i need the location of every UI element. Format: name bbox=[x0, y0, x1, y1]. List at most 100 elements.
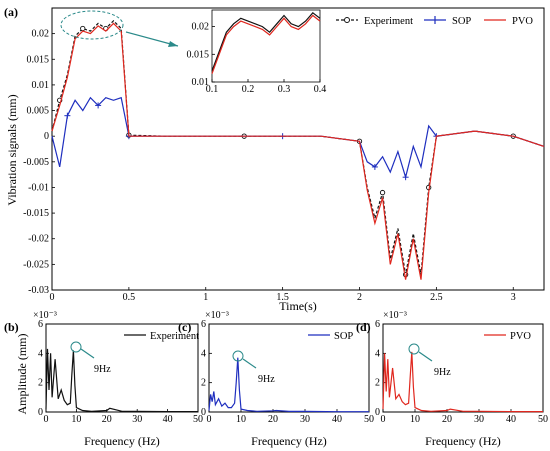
spectrum-d-frame bbox=[382, 323, 544, 413]
spectrum-b-x-tick-label: 40 bbox=[163, 414, 173, 425]
spectrum-b-y-tick-label: 2 bbox=[38, 378, 43, 389]
spectrum-b-y-tick-label: 4 bbox=[38, 348, 43, 359]
legend-sop-label: SOP bbox=[452, 16, 471, 27]
inset-x-tick-label: 0.4 bbox=[314, 84, 327, 95]
panel-label-c: (c) bbox=[178, 320, 191, 334]
main-y-axis-label: Vibration signals (mm) bbox=[5, 94, 19, 205]
spectrum-c-y-tick-label: 0 bbox=[201, 407, 206, 418]
peak-b-arrow bbox=[80, 348, 95, 359]
spectrum-b-x-tick-label: 30 bbox=[132, 414, 142, 425]
spectrum-b-x-tick-label: 0 bbox=[44, 414, 49, 425]
main-y-tick-label: -0.015 bbox=[23, 208, 49, 219]
main-y-tick-label: 0.015 bbox=[27, 54, 50, 65]
spectrum-b-y-tick-label: 6 bbox=[38, 319, 43, 330]
main-y-tick-label: 0.01 bbox=[32, 80, 50, 91]
zoom-arrow-head bbox=[168, 41, 178, 47]
main-x-tick-label: 1.5 bbox=[276, 292, 289, 303]
spectrum-b-frame bbox=[45, 323, 199, 413]
inset-y-tick-label: 0.015 bbox=[187, 49, 210, 60]
main-x-tick-label: 3 bbox=[511, 292, 516, 303]
spectrum-c-x-tick-label: 10 bbox=[236, 414, 246, 425]
main-x-tick-label: 2 bbox=[357, 292, 362, 303]
spectrum-c-x-tick-label: 30 bbox=[300, 414, 310, 425]
spectrum-c-exponent: ×10⁻³ bbox=[205, 310, 229, 321]
main-y-tick-label: 0.02 bbox=[32, 29, 50, 40]
spectrum-d-x-axis-label: Frequency (Hz) bbox=[425, 434, 501, 448]
main-experiment-marker bbox=[80, 25, 86, 32]
spectrum-c-y-tick-label: 6 bbox=[201, 319, 206, 330]
spectrum-b-x-tick-label: 20 bbox=[102, 414, 112, 425]
panel-label-b: (b) bbox=[4, 320, 19, 334]
spectrum-y-axis-label: Amplitude (mm) bbox=[15, 334, 29, 415]
spectrum-d-y-tick-label: 2 bbox=[375, 378, 380, 389]
inset-experiment-line bbox=[211, 11, 321, 72]
main-y-tick-label: -0.03 bbox=[28, 285, 49, 296]
peak-d-circle bbox=[408, 343, 420, 355]
legend-experiment-label: Experiment bbox=[364, 16, 413, 27]
main-vibration-chart: (a) Vibration signals (mm) Time(s) 0 0.5 1… bbox=[4, 5, 545, 313]
spectrum-d-y-tick-label: 4 bbox=[375, 348, 380, 359]
peak-c-label: 9Hz bbox=[258, 374, 275, 385]
main-y-tick-label: 0.005 bbox=[27, 106, 50, 117]
spectrum-c-x-tick-label: 50 bbox=[364, 414, 374, 425]
peak-d-arrow bbox=[418, 351, 433, 362]
spectrum-pvo-chart: (d) ×10⁻³ Frequency (Hz) 0 10 20 30 40 500246… bbox=[356, 310, 548, 448]
panel-label-a: (a) bbox=[4, 5, 18, 19]
inset-y-tick-label: 0.01 bbox=[192, 77, 210, 88]
main-x-tick-label: 2.5 bbox=[430, 292, 443, 303]
spectrum-b-y-tick-label: 0 bbox=[38, 407, 43, 418]
peak-d-label: 9Hz bbox=[434, 367, 451, 378]
inset-chart: 0.1 0.2 0.3 0.4 0.02 0.015 0.01 bbox=[187, 9, 327, 95]
spectrum-b-x-tick-label: 50 bbox=[193, 414, 203, 425]
main-y-tick-label: -0.02 bbox=[28, 234, 49, 245]
spectrum-c-y-tick-label: 2 bbox=[201, 378, 206, 389]
main-y-tick-label: -0.005 bbox=[23, 157, 49, 168]
spectrum-d-y-tick-label: 0 bbox=[375, 407, 380, 418]
peak-c-circle bbox=[232, 350, 244, 362]
main-pvo-line bbox=[51, 22, 545, 280]
inset-x-tick-label: 0.3 bbox=[278, 84, 291, 95]
peak-b-label: 9Hz bbox=[94, 364, 111, 375]
legend-pvo-label: PVO bbox=[512, 16, 533, 27]
main-x-tick-label: 0 bbox=[50, 292, 55, 303]
spectrum-c-x-axis-label: Frequency (Hz) bbox=[251, 434, 327, 448]
main-x-axis-label: Time(s) bbox=[279, 299, 317, 313]
spectrum-d-x-tick-label: 10 bbox=[410, 414, 420, 425]
spectrum-d-x-tick-label: 50 bbox=[538, 414, 548, 425]
main-x-tick-label: 1 bbox=[203, 292, 208, 303]
spectrum-experiment-chart: (b) ×10⁻³ Amplitude (mm) Frequency (Hz) … bbox=[4, 310, 203, 448]
inset-x-tick-label: 0.2 bbox=[242, 84, 255, 95]
spectrum-b-x-axis-label: Frequency (Hz) bbox=[84, 434, 160, 448]
spectrum-sop-chart: (c) ×10⁻³ Frequency (Hz) 0 10 20 30 40 500246… bbox=[178, 310, 374, 448]
spectrum-d-x-tick-label: 40 bbox=[506, 414, 516, 425]
main-y-tick-label: 0 bbox=[44, 131, 49, 142]
peak-b-circle bbox=[70, 341, 82, 353]
peak-c-arrow bbox=[242, 358, 257, 369]
inset-x-tick-label: 0.1 bbox=[206, 84, 219, 95]
spectrum-b-experiment-line bbox=[45, 348, 198, 413]
main-x-tick-label: 0.5 bbox=[123, 292, 136, 303]
spectrum-d-pvo-line bbox=[382, 351, 543, 413]
inset-frame bbox=[211, 9, 321, 83]
legend-b-label: Experiment bbox=[150, 331, 199, 342]
legend-experiment-marker bbox=[344, 17, 350, 23]
inset-pvo-line bbox=[211, 14, 321, 74]
inset-y-tick-label: 0.02 bbox=[192, 22, 210, 33]
legend-d-label: PVO bbox=[510, 331, 531, 342]
spectrum-d-x-tick-label: 0 bbox=[381, 414, 386, 425]
spectrum-c-y-tick-label: 4 bbox=[201, 348, 206, 359]
zoom-region-ellipse bbox=[60, 10, 124, 40]
main-experiment-marker bbox=[379, 189, 386, 196]
main-y-tick-label: -0.025 bbox=[23, 259, 49, 270]
spectrum-d-x-tick-label: 30 bbox=[474, 414, 484, 425]
spectrum-c-x-tick-label: 40 bbox=[332, 414, 342, 425]
spectrum-c-frame bbox=[208, 323, 370, 413]
spectrum-c-x-tick-label: 0 bbox=[207, 414, 212, 425]
main-legend: Experiment SOP PVO bbox=[336, 16, 533, 27]
spectrum-c-x-tick-label: 20 bbox=[268, 414, 278, 425]
spectrum-b-exponent: ×10⁻³ bbox=[33, 310, 57, 321]
main-y-tick-label: -0.01 bbox=[28, 182, 49, 193]
spectrum-b-x-tick-label: 10 bbox=[71, 414, 81, 425]
legend-c-label: SOP bbox=[334, 331, 353, 342]
